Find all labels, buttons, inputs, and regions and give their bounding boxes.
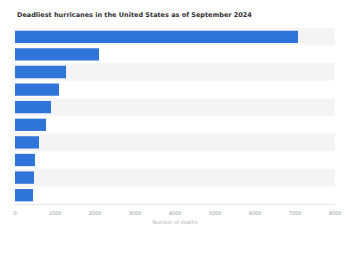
svg-text:Deadliest hurricanes in the Un: Deadliest hurricanes in the United State… [17,11,252,19]
svg-text:2000: 2000 [89,210,102,216]
svg-text:4000: 4000 [169,210,182,216]
svg-text:8000: 8000 [329,210,342,216]
svg-text:6000: 6000 [249,210,262,216]
svg-text:5000: 5000 [209,210,222,216]
svg-text:0: 0 [13,210,16,216]
svg-text:3000: 3000 [129,210,142,216]
svg-text:1000: 1000 [49,210,62,216]
svg-text:Number of deaths: Number of deaths [152,219,198,225]
svg-text:7000: 7000 [289,210,302,216]
